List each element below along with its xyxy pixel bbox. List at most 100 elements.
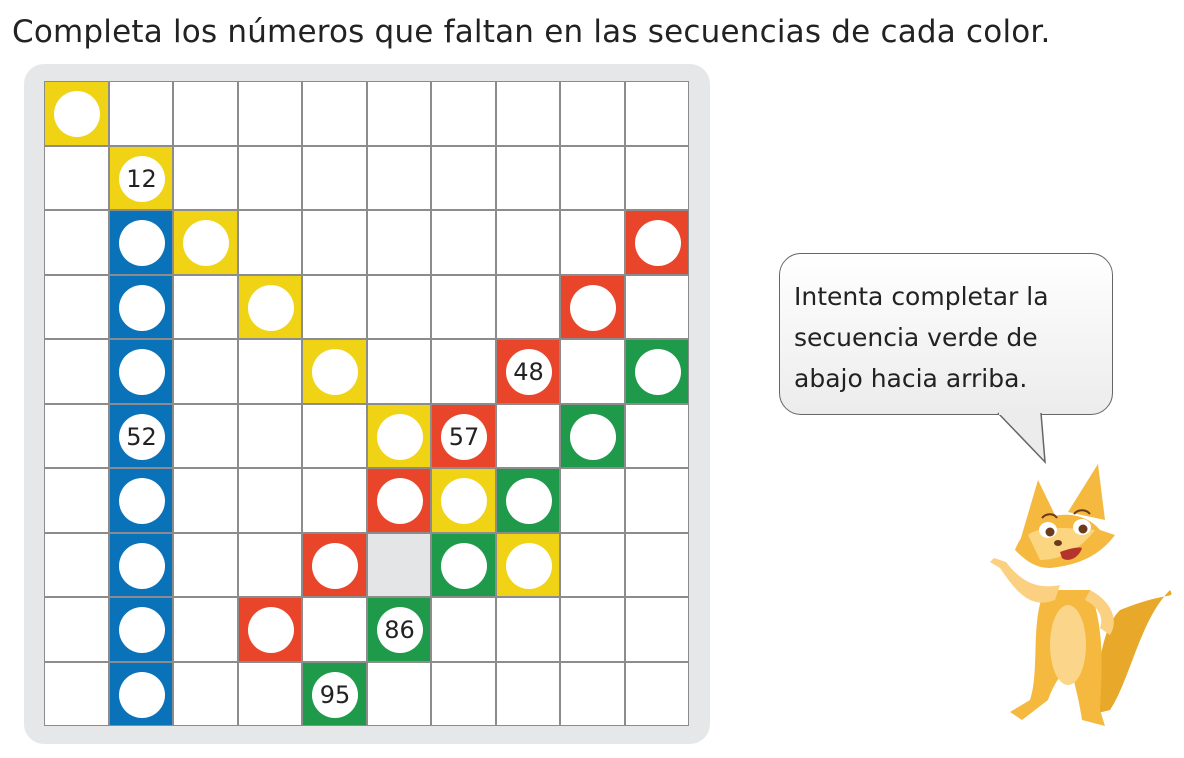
grid-cell-empty — [302, 597, 367, 662]
blank-number-circle[interactable] — [634, 220, 681, 266]
blank-number-circle[interactable] — [118, 478, 165, 524]
grid-cell-empty — [560, 532, 625, 597]
grid-cell-empty — [44, 274, 109, 339]
blank-number-circle[interactable] — [441, 478, 487, 524]
grid-cell-empty — [237, 661, 302, 726]
blank-number-circle[interactable] — [183, 220, 229, 266]
blank-number-circle[interactable] — [247, 607, 294, 653]
grid-cell-empty — [560, 339, 625, 404]
grid-cell-empty — [173, 468, 238, 533]
grid-cell-empty — [560, 81, 625, 146]
grid-cell-empty — [560, 145, 625, 210]
instruction-text: Completa los números que faltan en las s… — [12, 14, 1051, 50]
grid-cell-empty — [431, 81, 496, 146]
grid-cell-empty — [624, 81, 689, 146]
number-grid: 12 48 52 57 86 95 — [44, 81, 689, 726]
grid-cell-red: 57 — [431, 403, 496, 468]
blank-number-circle[interactable] — [118, 284, 165, 331]
number-circle: 52 — [118, 413, 165, 460]
grid-cell-empty — [560, 597, 625, 662]
blank-number-circle[interactable] — [570, 413, 616, 460]
grid-cell-blue — [108, 597, 173, 662]
blank-number-circle[interactable] — [118, 542, 165, 589]
grid-cell-red: 48 — [495, 339, 560, 404]
grid-cell-red — [302, 532, 367, 597]
grid-cell-empty — [173, 145, 238, 210]
grid-cell-empty — [366, 339, 431, 404]
grid-cell-green: 95 — [302, 661, 367, 726]
grid-cell-empty — [366, 145, 431, 210]
grid-cell-empty — [366, 210, 431, 275]
blank-number-circle[interactable] — [118, 349, 165, 395]
grid-cell-green — [431, 532, 496, 597]
grid-cell-empty — [495, 145, 560, 210]
grid-cell-empty — [560, 468, 625, 533]
grid-cell-empty — [173, 661, 238, 726]
grid-cell-empty — [44, 532, 109, 597]
speech-bubble-tail — [997, 412, 1046, 465]
grid-cell-empty — [237, 468, 302, 533]
grid-cell-empty — [431, 339, 496, 404]
speech-line: Intenta completar la — [794, 282, 1049, 311]
grid-cell-yellow — [44, 81, 109, 146]
grid-cell-empty — [495, 274, 560, 339]
grid-cell-yellow: 12 — [108, 145, 173, 210]
grid-cell-blue — [108, 661, 173, 726]
grid-cell-empty — [44, 597, 109, 662]
number-circle: 48 — [505, 349, 552, 395]
grid-cell-yellow — [302, 339, 367, 404]
grid-cell-yellow — [366, 403, 431, 468]
grid-cell-empty — [624, 532, 689, 597]
grid-cell-empty — [173, 274, 238, 339]
grid-cell-yellow — [431, 468, 496, 533]
grid-cell-empty — [495, 210, 560, 275]
grid-cell-blue: 52 — [108, 403, 173, 468]
grid-cell-empty — [302, 274, 367, 339]
grid-cell-red — [560, 274, 625, 339]
grid-cell-yellow — [173, 210, 238, 275]
grid-cell-empty — [624, 468, 689, 533]
grid-cell-empty — [560, 210, 625, 275]
number-circle: 86 — [376, 607, 423, 653]
blank-number-circle[interactable] — [118, 220, 165, 266]
grid-cell-red — [624, 210, 689, 275]
blank-number-circle[interactable] — [118, 671, 165, 718]
grid-cell-empty — [302, 81, 367, 146]
grid-cell-blue — [108, 274, 173, 339]
grid-cell-empty — [302, 403, 367, 468]
blank-number-circle[interactable] — [570, 284, 616, 331]
grid-cell-empty — [302, 468, 367, 533]
grid-cell-empty — [431, 597, 496, 662]
grid-cell-empty — [624, 145, 689, 210]
blank-number-circle[interactable] — [54, 91, 100, 137]
fox-character-illustration — [990, 464, 1172, 726]
blank-number-circle[interactable] — [118, 607, 165, 653]
blank-number-circle[interactable] — [634, 349, 681, 395]
blank-number-circle[interactable] — [312, 542, 358, 589]
grid-cell-empty — [44, 403, 109, 468]
grid-cell-empty — [237, 81, 302, 146]
grid-cell-empty — [173, 403, 238, 468]
grid-cell-empty — [237, 145, 302, 210]
grid-cell-empty — [495, 661, 560, 726]
grid-cell-empty — [366, 81, 431, 146]
blank-number-circle[interactable] — [247, 284, 294, 331]
grid-cell-blue — [108, 468, 173, 533]
grid-cell-empty — [366, 274, 431, 339]
grid-cell-empty — [173, 81, 238, 146]
blank-number-circle[interactable] — [312, 349, 358, 395]
grid-cell-blue — [108, 532, 173, 597]
blank-number-circle[interactable] — [505, 542, 552, 589]
blank-number-circle[interactable] — [505, 478, 552, 524]
blank-number-circle[interactable] — [376, 413, 423, 460]
grid-cell-empty — [302, 145, 367, 210]
blank-number-circle[interactable] — [441, 542, 487, 589]
number-circle: 57 — [441, 413, 487, 460]
speech-line: abajo hacia arriba. — [794, 364, 1028, 393]
blank-number-circle[interactable] — [376, 478, 423, 524]
grid-cell-empty — [44, 145, 109, 210]
speech-bubble: Intenta completar la secuencia verde de … — [779, 253, 1113, 415]
grid-cell-empty — [302, 210, 367, 275]
grid-cell-red — [366, 468, 431, 533]
grid-cell-empty — [431, 145, 496, 210]
